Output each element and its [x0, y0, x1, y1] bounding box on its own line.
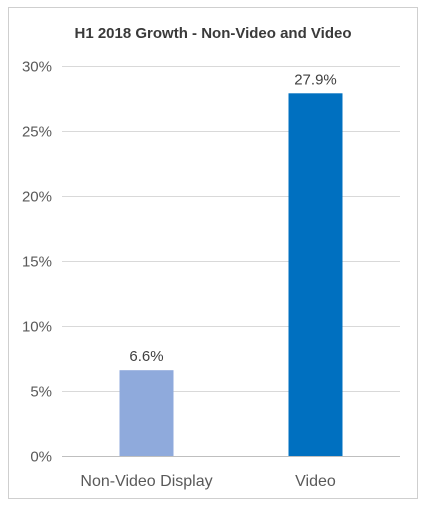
- data-label: 27.9%: [294, 71, 337, 88]
- y-tick-label: 30%: [22, 59, 52, 76]
- bar: [288, 93, 343, 457]
- bars: [119, 93, 343, 457]
- y-tick-label: 5%: [30, 384, 52, 401]
- gridlines: [62, 66, 400, 457]
- x-category-label: Non-Video Display: [80, 473, 212, 490]
- data-label: 6.6%: [129, 348, 163, 365]
- chart-frame: [8, 7, 418, 499]
- x-axis-categories: Non-Video Display Video: [80, 473, 336, 490]
- bar: [119, 370, 174, 456]
- y-tick-label: 20%: [22, 189, 52, 206]
- y-tick-label: 10%: [22, 319, 52, 336]
- x-category-label: Video: [295, 473, 336, 490]
- y-tick-label: 15%: [22, 254, 52, 271]
- chart-title: H1 2018 Growth - Non-Video and Video: [75, 25, 352, 42]
- y-tick-label: 25%: [22, 124, 52, 141]
- y-tick-label: 0%: [30, 449, 52, 466]
- data-labels: 6.6% 27.9%: [129, 71, 336, 365]
- y-axis-ticks: 0% 5% 10% 15% 20% 25% 30%: [22, 59, 52, 466]
